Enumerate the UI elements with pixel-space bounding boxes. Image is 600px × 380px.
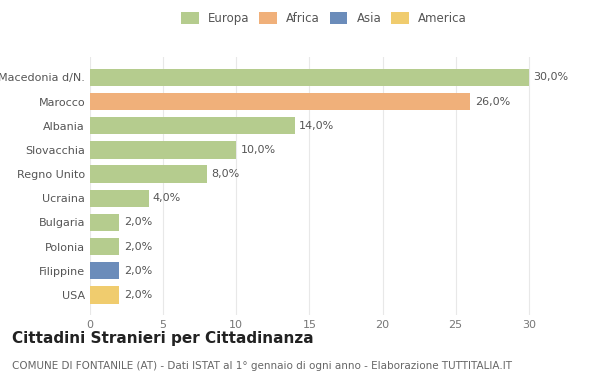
Text: 30,0%: 30,0% bbox=[533, 73, 568, 82]
Bar bbox=[90, 117, 295, 135]
Bar bbox=[90, 214, 119, 231]
Bar bbox=[90, 262, 119, 279]
Bar bbox=[90, 69, 529, 86]
Bar bbox=[90, 190, 149, 207]
Bar bbox=[90, 286, 119, 304]
Text: 26,0%: 26,0% bbox=[475, 97, 510, 107]
Text: 2,0%: 2,0% bbox=[124, 242, 152, 252]
Text: 4,0%: 4,0% bbox=[153, 193, 181, 203]
Bar bbox=[90, 165, 207, 183]
Text: 2,0%: 2,0% bbox=[124, 217, 152, 228]
Bar bbox=[90, 93, 470, 110]
Text: 2,0%: 2,0% bbox=[124, 266, 152, 276]
Text: Cittadini Stranieri per Cittadinanza: Cittadini Stranieri per Cittadinanza bbox=[12, 331, 314, 345]
Bar bbox=[90, 238, 119, 255]
Bar bbox=[90, 141, 236, 158]
Text: 10,0%: 10,0% bbox=[241, 145, 276, 155]
Text: COMUNE DI FONTANILE (AT) - Dati ISTAT al 1° gennaio di ogni anno - Elaborazione : COMUNE DI FONTANILE (AT) - Dati ISTAT al… bbox=[12, 361, 512, 371]
Text: 8,0%: 8,0% bbox=[211, 169, 239, 179]
Text: 14,0%: 14,0% bbox=[299, 121, 334, 131]
Legend: Europa, Africa, Asia, America: Europa, Africa, Asia, America bbox=[179, 10, 469, 27]
Text: 2,0%: 2,0% bbox=[124, 290, 152, 300]
